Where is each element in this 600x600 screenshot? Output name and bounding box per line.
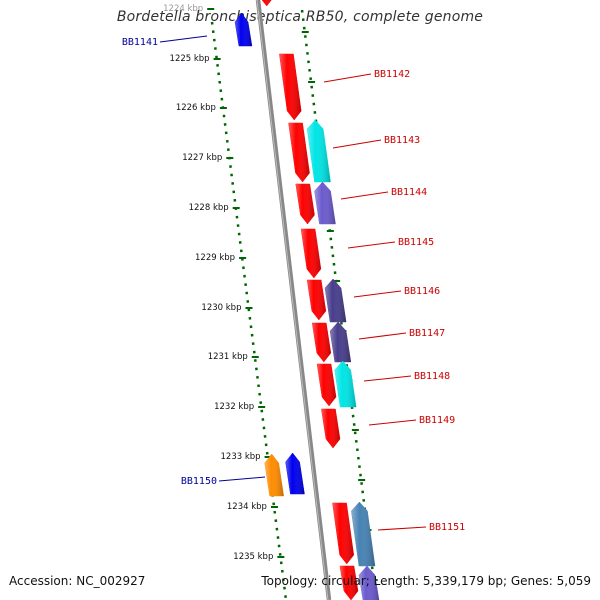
gene-bb1141 (234, 12, 253, 47)
gene-purple-2 (358, 565, 380, 600)
gene-bottom-partial (339, 565, 359, 600)
gene-cyan-2 (334, 360, 357, 408)
ruler-tick: 1227 kbp (182, 153, 234, 163)
ruler-tick: 1235 kbp (233, 552, 285, 562)
gene-bb1143 (288, 122, 310, 183)
ruler-tick-label: 1228 kbp (189, 203, 229, 213)
gene-bb1146 (306, 279, 327, 321)
svg-text:BB1147: BB1147 (409, 328, 445, 339)
ruler-tick-label: 1233 kbp (221, 452, 261, 462)
ruler-tick-label: 1234 kbp (227, 502, 267, 512)
gene-cyan-1 (306, 119, 331, 183)
ruler-tick: 1232 kbp (214, 402, 266, 412)
ruler-tick-label: 1232 kbp (214, 402, 254, 412)
ruler-tick-label: 1226 kbp (176, 103, 216, 113)
gene-bb1142 (279, 53, 302, 121)
gene-label-bb1151: BB1151 (377, 522, 465, 533)
gene-orange-1 (264, 453, 284, 497)
ruler-tick-label: 1229 kbp (195, 253, 235, 263)
gene-label-bb1146: BB1146 (353, 286, 440, 298)
gene-steelblue-1 (351, 501, 376, 567)
ruler-tick: 1231 kbp (208, 352, 259, 362)
ruler-tick: 1230 kbp (201, 303, 253, 313)
svg-text:BB1145: BB1145 (398, 237, 434, 248)
ruler-tick: 1224 kbp (163, 4, 215, 14)
svg-text:BB1141: BB1141 (122, 37, 158, 48)
ruler-tick: 1234 kbp (227, 502, 278, 512)
svg-text:BB1142: BB1142 (374, 69, 410, 80)
gene-label-bb1143: BB1143 (332, 135, 420, 149)
ruler-tick-label: 1225 kbp (170, 54, 210, 64)
gene-bb1145 (300, 228, 322, 279)
svg-text:BB1151: BB1151 (429, 522, 465, 533)
ruler-tick: 1225 kbp (170, 54, 221, 64)
gene-bb1149 (321, 408, 341, 449)
svg-text:BB1143: BB1143 (384, 135, 420, 146)
gene-features (234, 0, 380, 600)
ruler-tick: 1226 kbp (176, 103, 227, 113)
gene-bb1147 (311, 322, 332, 363)
gene-labels: BB1142 BB1143 BB1144 BB1145 BB1146 BB1147 BB11… (122, 35, 465, 533)
svg-text:BB1149: BB1149 (419, 415, 455, 426)
map-title: Bordetella bronchiseptica RB50, complete… (116, 9, 484, 25)
backbone-line (255, 0, 332, 600)
svg-text:BB1150: BB1150 (181, 476, 217, 487)
gene-label-bb1149: BB1149 (368, 415, 455, 426)
svg-text:BB1148: BB1148 (414, 371, 450, 382)
gene-label-bb1144: BB1144 (340, 187, 427, 200)
gene-bb1151 (332, 502, 355, 565)
gene-label-bb1150: BB1150 (181, 476, 266, 487)
ruler-tick: 1229 kbp (195, 253, 247, 263)
genome-stats-text: Topology: circular; Length: 5,339,179 bp… (261, 574, 591, 588)
gene-label-bb1147: BB1147 (358, 328, 445, 340)
gene-bb1148 (316, 363, 337, 407)
gene-purple-1 (314, 181, 336, 225)
gene-label-bb1148: BB1148 (363, 371, 450, 382)
backbone-highlight (256, 0, 329, 600)
ruler-tick-label: 1224 kbp (163, 4, 203, 14)
ruler-tick-label: 1231 kbp (208, 352, 248, 362)
genome-backbone (255, 0, 332, 600)
svg-text:BB1144: BB1144 (391, 187, 427, 198)
gene-label-bb1145: BB1145 (347, 237, 434, 249)
gene-top-partial (261, 0, 272, 7)
ruler-tick-label: 1230 kbp (201, 303, 241, 313)
ruler-dotted-left (210, 21, 288, 600)
ruler-ticks: 1224 kbp 1225 kbp 1226 kbp 1227 kbp 1228 kbp… (163, 4, 378, 600)
gene-bb1144 (295, 183, 315, 225)
svg-text:BB1146: BB1146 (404, 286, 440, 297)
ruler-tick: 1233 kbp (221, 452, 272, 462)
ruler-tick: 1228 kbp (189, 203, 240, 213)
gene-darkpurple-1 (324, 278, 347, 323)
gene-label-bb1141: BB1141 (122, 35, 208, 48)
ruler-tick-label: 1227 kbp (182, 153, 222, 163)
accession-text: Accession: NC_002927 (9, 574, 146, 588)
gene-label-bb1142: BB1142 (323, 69, 410, 83)
gene-bb1150 (285, 452, 305, 495)
gene-darkpurple-2 (329, 321, 352, 363)
ruler-tick-label: 1235 kbp (233, 552, 273, 562)
